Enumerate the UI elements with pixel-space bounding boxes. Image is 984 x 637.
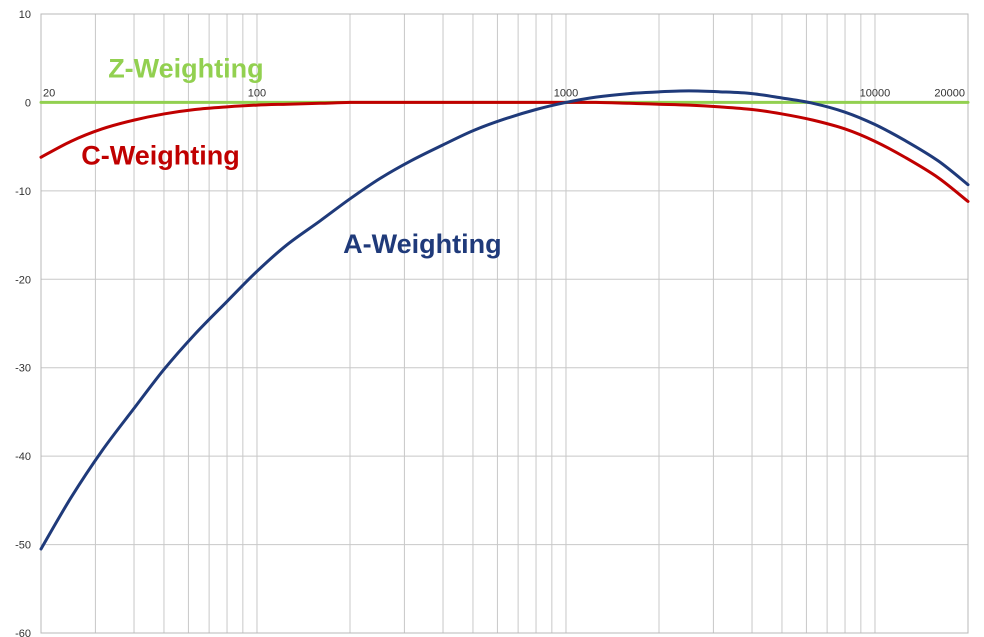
y-tick-label: -60 [15,628,31,637]
series-labels: Z-Weighting C-Weighting A-Weighting [81,54,501,259]
y-tick-labels: 10 0 -10 -20 -30 -40 -50 -60 [15,9,31,637]
series-lines [39,89,970,551]
y-tick-label: -20 [15,274,31,286]
x-tick-labels: 20 100 1000 10000 20000 [43,87,965,99]
plot-frame [40,13,969,634]
a-weighting-label: A-Weighting [343,229,501,259]
x-tick-label: 10000 [860,87,891,99]
x-tick-label: 20000 [934,87,965,99]
y-tick-label: -40 [15,451,31,463]
y-tick-label: -10 [15,186,31,198]
x-tick-label: 20 [43,87,55,99]
y-tick-label: -50 [15,540,31,552]
x-tick-label: 1000 [554,87,578,99]
y-tick-label: -30 [15,363,31,375]
a-weighting-line [39,89,970,551]
vertical-gridlines [94,14,876,633]
y-tick-label: 0 [25,97,31,109]
z-weighting-label: Z-Weighting [108,54,263,84]
y-tick-label: 10 [19,9,31,21]
x-tick-label: 100 [248,87,266,99]
c-weighting-line [39,100,970,203]
c-weighting-label: C-Weighting [81,140,239,170]
